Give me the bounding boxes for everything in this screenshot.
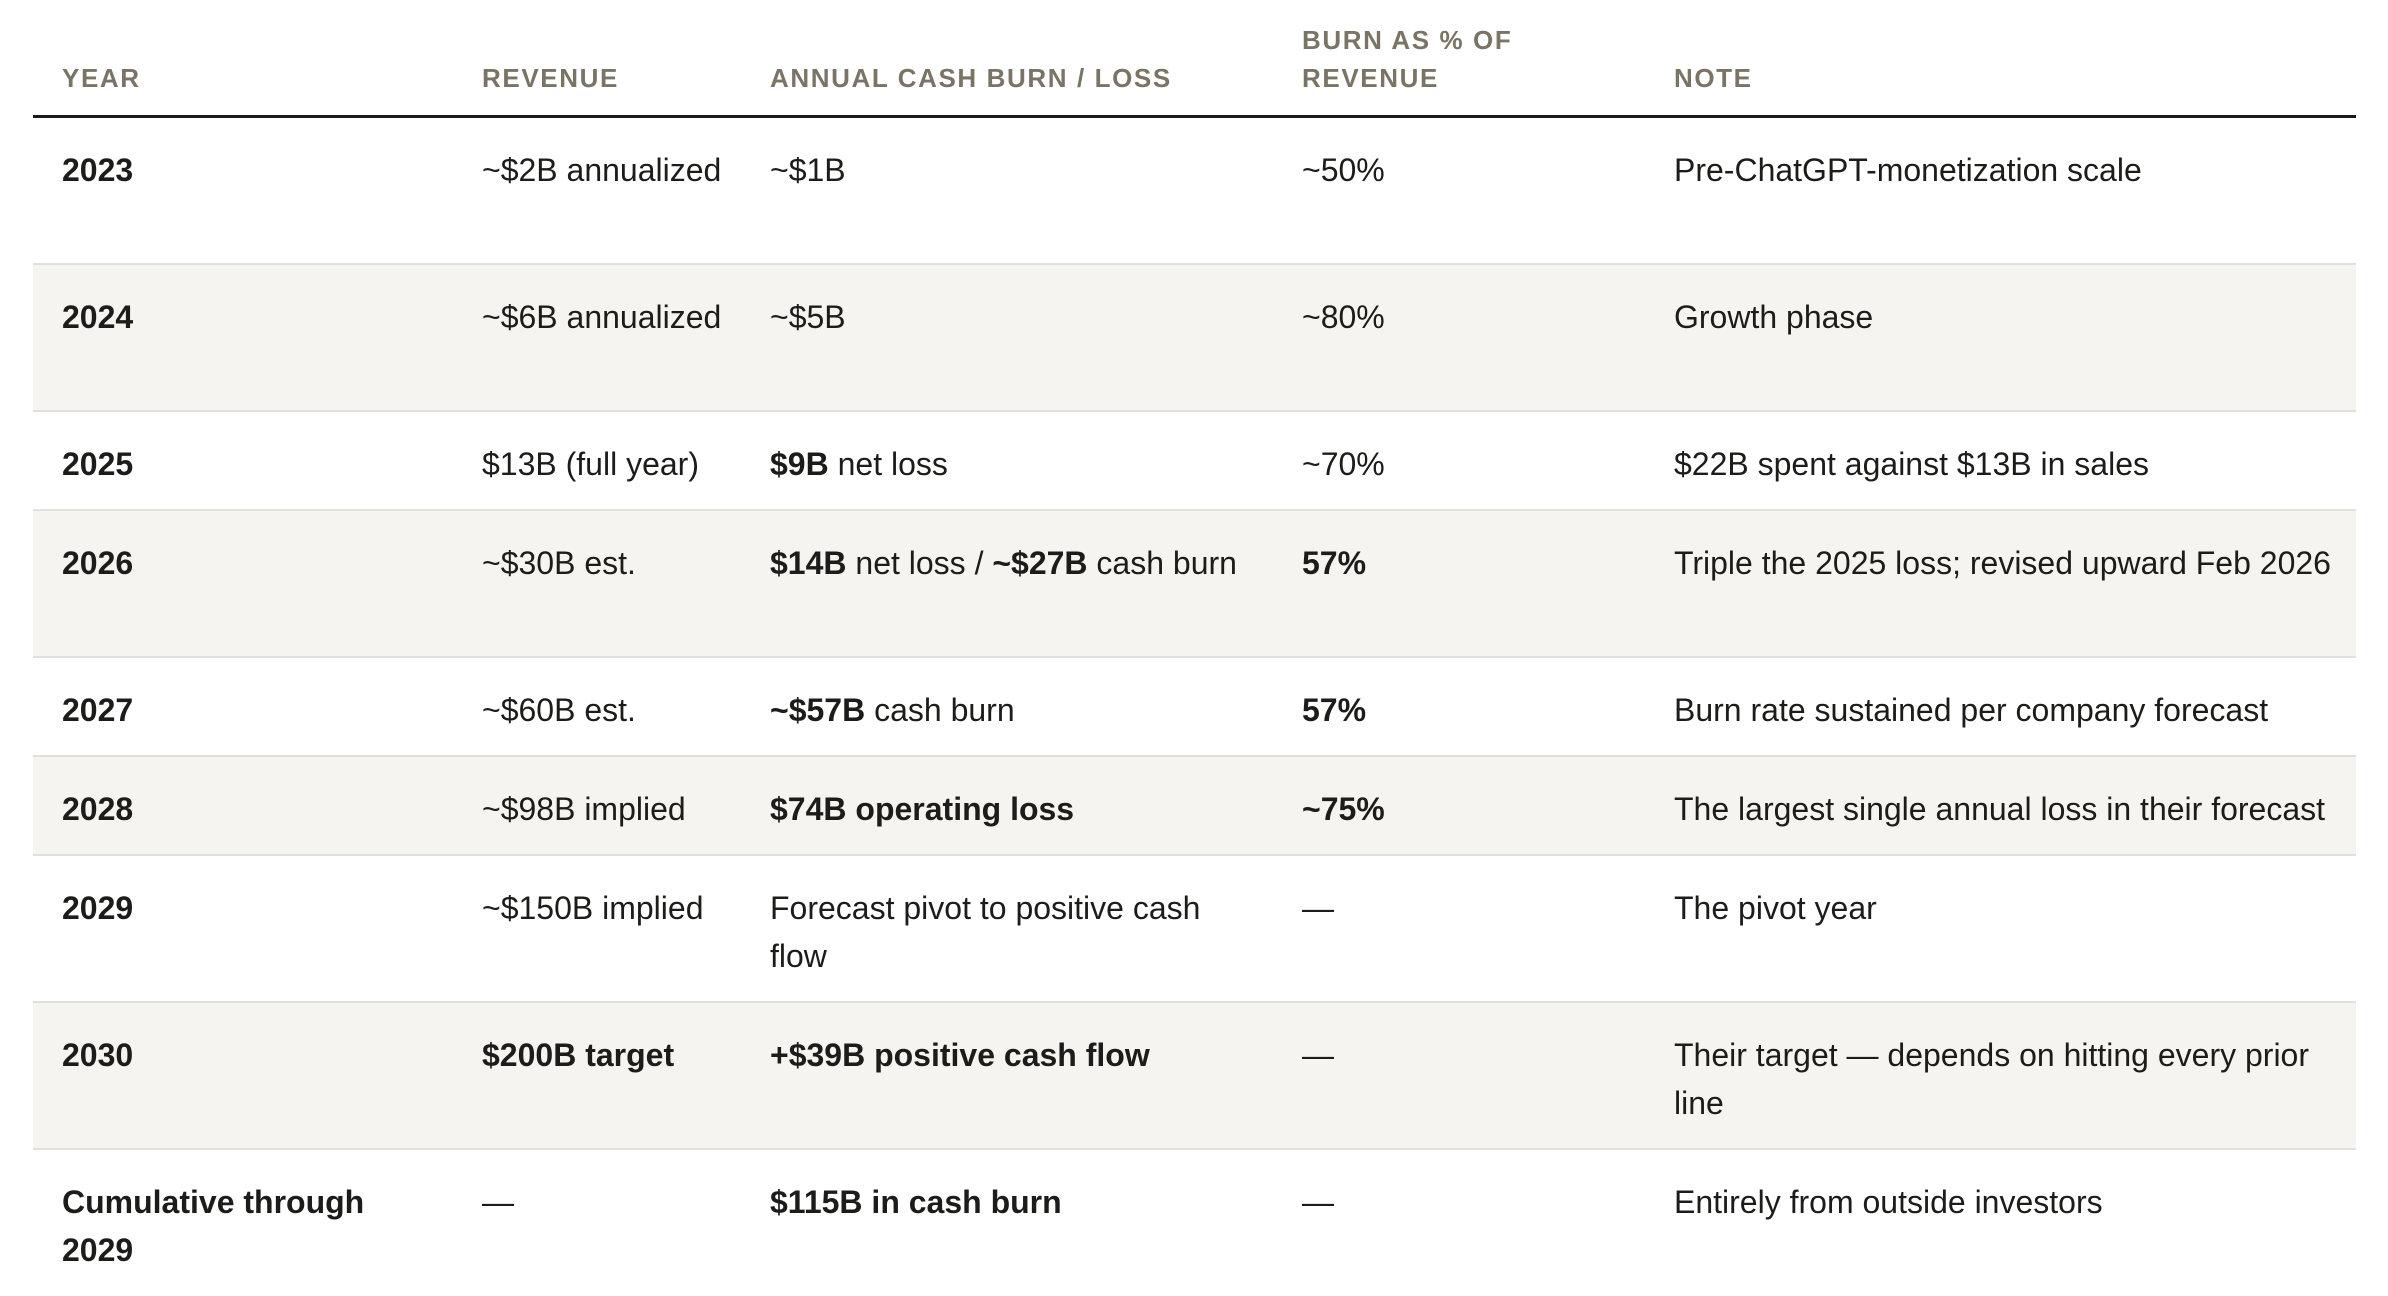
cell-burn-pct: — (1302, 890, 1334, 926)
cell-burn-pct: ~70% (1302, 446, 1385, 482)
table-row: 2026 ~$30B est. $14B net loss / ~$27B ca… (33, 511, 2356, 658)
cell-burn-pct: — (1302, 1037, 1334, 1073)
cell-note: Entirely from outside investors (1674, 1184, 2103, 1220)
burn-figure-2: ~$27B (992, 545, 1088, 581)
burn-figure: ~$5B (770, 299, 846, 335)
table-row: 2028 ~$98B implied $74B operating loss ~… (33, 757, 2356, 856)
cell-year: 2027 (62, 692, 134, 728)
burn-figure: ~$57B (770, 692, 866, 728)
header-revenue: REVENUE (482, 63, 619, 93)
burn-figure: $14B (770, 545, 847, 581)
cell-revenue: ~$6B annualized (482, 299, 722, 335)
cell-revenue: ~$2B annualized (482, 152, 722, 188)
cell-revenue: $200B target (482, 1037, 675, 1073)
burn-figure: ~$1B (770, 152, 846, 188)
table-row: 2023 ~$2B annualized ~$1B ~50% Pre-ChatG… (33, 118, 2356, 265)
cell-note: Growth phase (1674, 299, 1874, 335)
burn-figure: $115B in cash burn (770, 1184, 1062, 1220)
cell-revenue: ~$98B implied (482, 791, 686, 827)
cell-revenue: — (482, 1184, 514, 1220)
cell-year: 2025 (62, 446, 134, 482)
table-row: 2030 $200B target +$39B positive cash fl… (33, 1003, 2356, 1150)
cell-burn-pct: — (1302, 1184, 1334, 1220)
cell-burn: $14B net loss / ~$27B cash burn (741, 511, 1273, 656)
cell-burn-pct: 57% (1302, 545, 1367, 581)
header-year: YEAR (62, 63, 141, 93)
burn-figure: +$39B positive cash flow (770, 1037, 1150, 1073)
cell-revenue: $13B (full year) (482, 446, 699, 482)
cell-burn: $9B net loss (741, 412, 1273, 509)
cell-burn-pct: ~50% (1302, 152, 1385, 188)
cell-year: 2026 (62, 545, 134, 581)
burn-figure: $9B (770, 446, 829, 482)
cell-year: 2030 (62, 1037, 134, 1073)
cell-note: Their target — depends on hitting every … (1674, 1037, 2309, 1121)
cell-revenue: ~$60B est. (482, 692, 636, 728)
cell-year: 2028 (62, 791, 134, 827)
cell-note: $22B spent against $13B in sales (1674, 446, 2149, 482)
cell-note: The pivot year (1674, 890, 1877, 926)
header-burn-pct: BURN AS % OF REVENUE (1302, 25, 1513, 93)
cell-revenue: ~$150B implied (482, 890, 704, 926)
burn-table: YEAR REVENUE ANNUAL CASH BURN / LOSS BUR… (33, 0, 2356, 1296)
cell-burn-pct: ~80% (1302, 299, 1385, 335)
header-note: NOTE (1674, 63, 1753, 93)
cell-year: Cumulative through 2029 (62, 1184, 365, 1268)
cell-burn: $115B in cash burn (741, 1150, 1273, 1296)
cell-year: 2024 (62, 299, 134, 335)
cell-revenue: ~$30B est. (482, 545, 636, 581)
table-row: 2029 ~$150B implied Forecast pivot to po… (33, 856, 2356, 1003)
cell-burn-pct: ~75% (1302, 791, 1385, 827)
table-row: 2025 $13B (full year) $9B net loss ~70% … (33, 412, 2356, 511)
cell-burn: +$39B positive cash flow (741, 1003, 1273, 1148)
burn-figure: $74B operating loss (770, 791, 1075, 827)
table-row-cumulative: Cumulative through 2029 — $115B in cash … (33, 1150, 2356, 1296)
cell-year: 2023 (62, 152, 134, 188)
cell-note: Triple the 2025 loss; revised upward Feb… (1674, 545, 2331, 581)
cell-year: 2029 (62, 890, 134, 926)
burn-text: net loss (828, 446, 948, 482)
burn-figure: Forecast pivot to positive cash flow (770, 890, 1201, 974)
table-header: YEAR REVENUE ANNUAL CASH BURN / LOSS BUR… (33, 0, 2356, 118)
burn-text: net loss / (846, 545, 993, 581)
table-row: 2024 ~$6B annualized ~$5B ~80% Growth ph… (33, 265, 2356, 412)
cell-note: The largest single annual loss in their … (1674, 791, 2326, 827)
cell-burn: $74B operating loss (741, 757, 1273, 854)
cell-note: Burn rate sustained per company forecast (1674, 692, 2269, 728)
burn-text: cash burn (865, 692, 1015, 728)
cell-note: Pre-ChatGPT-monetization scale (1674, 152, 2142, 188)
cell-burn-pct: 57% (1302, 692, 1367, 728)
cell-burn: ~$5B (741, 265, 1273, 410)
cell-burn: ~$57B cash burn (741, 658, 1273, 755)
cell-burn: Forecast pivot to positive cash flow (741, 856, 1273, 1001)
burn-text-2: cash burn (1087, 545, 1237, 581)
cell-burn: ~$1B (741, 118, 1273, 263)
table-row: 2027 ~$60B est. ~$57B cash burn 57% Burn… (33, 658, 2356, 757)
header-burn: ANNUAL CASH BURN / LOSS (770, 63, 1172, 93)
